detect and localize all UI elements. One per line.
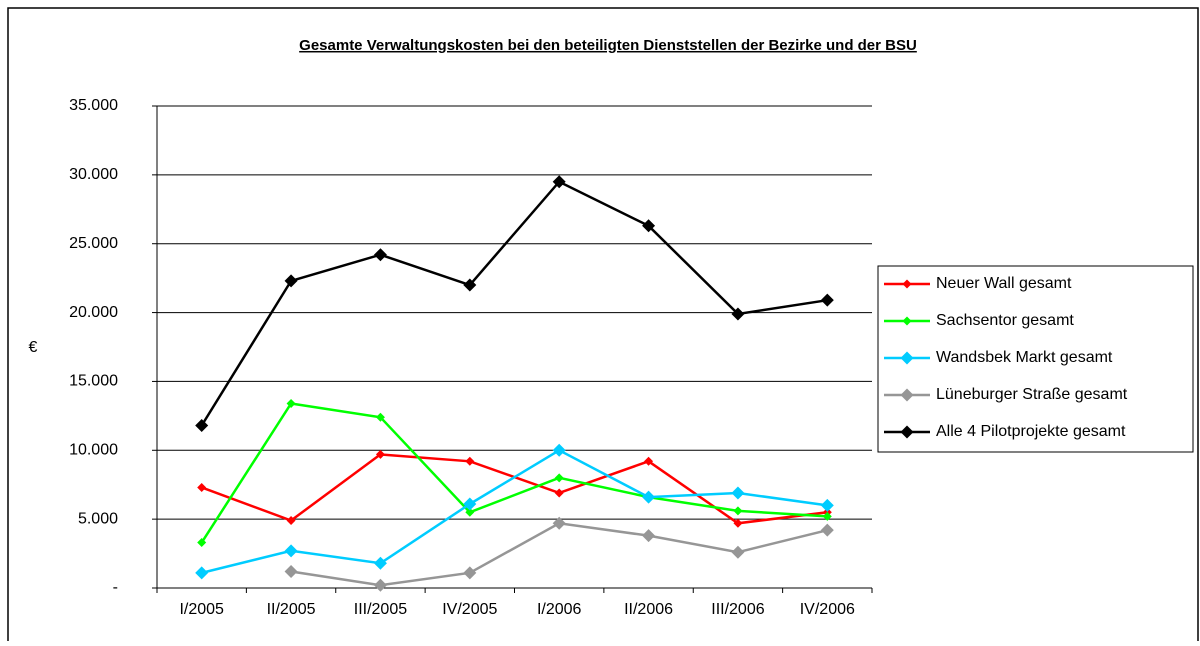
- y-tick-label: -: [113, 579, 118, 596]
- x-tick-label: I/2005: [179, 601, 224, 618]
- data-point: [463, 497, 477, 511]
- y-tick-label: 15.000: [69, 373, 118, 390]
- series-line: [201, 453, 828, 525]
- y-tick-label: 30.000: [69, 166, 118, 183]
- series-line: [290, 521, 828, 587]
- legend-marker: [900, 351, 914, 365]
- legend-box: [877, 265, 1194, 453]
- data-point: [552, 516, 566, 530]
- data-point: [197, 482, 207, 492]
- x-tick-label: IV/2005: [442, 601, 497, 618]
- data-point: [820, 498, 834, 512]
- chart-border: [7, 7, 1199, 646]
- x-tick-label: III/2006: [711, 601, 764, 618]
- data-point: [373, 556, 387, 570]
- y-axis-label: €: [29, 339, 38, 356]
- data-point: [820, 293, 834, 307]
- data-point: [642, 529, 656, 543]
- x-tick-label: IV/2006: [800, 601, 855, 618]
- data-point: [375, 449, 385, 459]
- data-point: [733, 506, 743, 516]
- data-point: [373, 578, 387, 592]
- series-line: [200, 180, 828, 427]
- data-point: [644, 456, 654, 466]
- data-point: [642, 219, 656, 233]
- legend-marker: [900, 388, 914, 402]
- data-point: [820, 523, 834, 537]
- chart-title: Gesamte Verwaltungskosten bei den beteil…: [299, 37, 917, 54]
- legend-label: Wandsbek Markt gesamt: [936, 349, 1113, 366]
- data-point: [552, 175, 566, 189]
- data-point: [195, 566, 209, 580]
- data-point: [284, 274, 298, 288]
- data-point: [552, 443, 566, 457]
- data-point: [286, 516, 296, 526]
- data-point: [197, 538, 207, 548]
- data-point: [642, 490, 656, 504]
- series-line: [200, 402, 828, 544]
- data-point: [465, 456, 475, 466]
- x-tick-label: II/2006: [624, 601, 673, 618]
- y-tick-label: 5.000: [78, 510, 118, 527]
- data-point: [463, 278, 477, 292]
- x-tick-label: I/2006: [537, 601, 582, 618]
- series-line: [201, 448, 828, 575]
- legend-marker: [902, 279, 912, 289]
- legend-label: Neuer Wall gesamt: [936, 275, 1072, 292]
- y-tick-label: 35.000: [69, 97, 118, 114]
- data-point: [554, 488, 564, 498]
- data-point: [284, 544, 298, 558]
- y-tick-label: 10.000: [69, 442, 118, 459]
- data-point: [373, 248, 387, 262]
- legend-label: Alle 4 Pilotprojekte gesamt: [936, 423, 1126, 440]
- data-point: [375, 412, 385, 422]
- data-point: [463, 566, 477, 580]
- data-point: [731, 545, 745, 559]
- data-point: [554, 473, 564, 483]
- legend-label: Lüneburger Straße gesamt: [936, 386, 1128, 403]
- data-point: [195, 418, 209, 432]
- data-point: [465, 507, 475, 517]
- data-point: [286, 398, 296, 408]
- data-point: [731, 307, 745, 321]
- legend-marker: [902, 316, 912, 326]
- legend-label: Sachsentor gesamt: [936, 312, 1074, 329]
- y-tick-label: 20.000: [69, 304, 118, 321]
- x-tick-label: III/2005: [354, 601, 407, 618]
- data-point: [733, 518, 743, 528]
- data-point: [731, 486, 745, 500]
- data-point: [822, 511, 832, 521]
- legend-marker: [900, 425, 914, 439]
- y-tick-label: 25.000: [69, 235, 118, 252]
- data-point: [284, 564, 298, 578]
- x-tick-label: II/2005: [267, 601, 316, 618]
